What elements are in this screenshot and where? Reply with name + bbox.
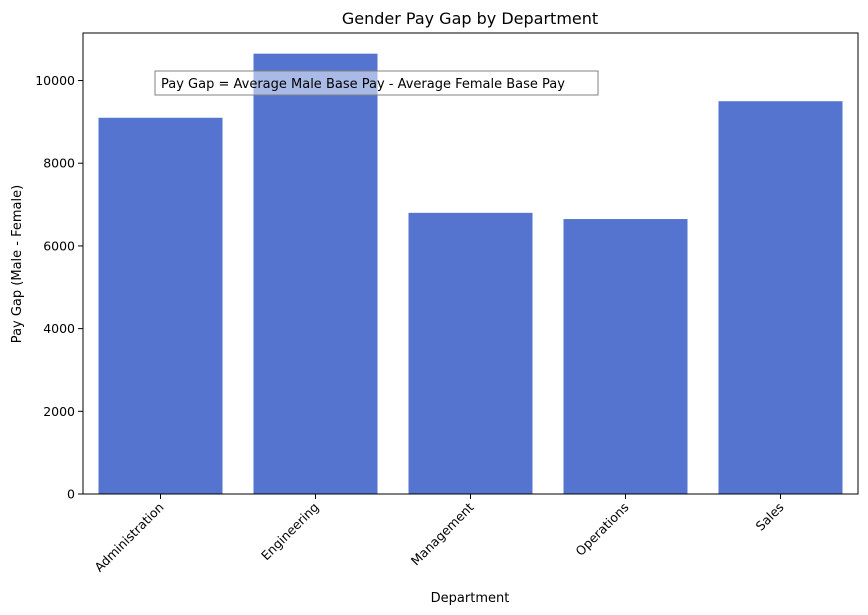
y-tick-label: 6000	[43, 238, 75, 253]
x-axis: Administration Engineering Management Opera…	[91, 494, 787, 575]
x-tick-label: Administration	[91, 500, 166, 575]
x-axis-title: Department	[431, 591, 510, 606]
annotation-text: Pay Gap = Average Male Base Pay - Averag…	[161, 77, 565, 92]
x-tick-label: Sales	[752, 500, 786, 534]
bars-group	[98, 53, 843, 495]
bar-engineering	[253, 53, 378, 495]
x-tick-label: Management	[408, 499, 477, 568]
x-tick-label: Engineering	[258, 500, 322, 564]
y-tick-label: 2000	[43, 404, 75, 419]
y-tick-label: 8000	[43, 156, 75, 171]
annotation-box: Pay Gap = Average Male Base Pay - Averag…	[154, 70, 599, 96]
bar-operations	[563, 219, 688, 494]
y-tick-label: 10000	[35, 73, 75, 88]
bar-management	[408, 212, 533, 494]
annotation-frame	[154, 70, 599, 96]
x-tick-label: Operations	[572, 500, 631, 559]
bar-administration	[98, 117, 223, 495]
chart-title: Gender Pay Gap by Department	[342, 9, 598, 28]
bar-sales	[718, 101, 843, 495]
y-axis-title: Pay Gap (Male - Female)	[10, 185, 25, 343]
y-axis: 0 2000 4000 6000 8000 10000	[35, 73, 83, 502]
y-tick-label: 0	[67, 487, 75, 502]
y-tick-label: 4000	[43, 321, 75, 336]
